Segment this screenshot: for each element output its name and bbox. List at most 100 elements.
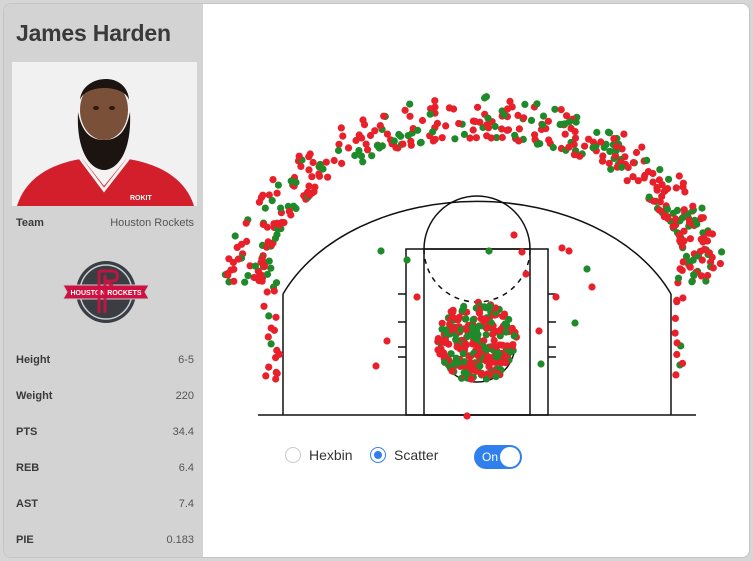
shot-dot bbox=[533, 100, 541, 108]
display-toggle[interactable]: On bbox=[474, 445, 522, 469]
shot-dot bbox=[572, 118, 580, 126]
shot-dot bbox=[262, 372, 270, 380]
shot-dot bbox=[469, 126, 477, 134]
shot-dot bbox=[472, 134, 480, 142]
shot-dot bbox=[246, 262, 254, 270]
shot-dot bbox=[445, 104, 453, 112]
shot-dot bbox=[238, 240, 246, 248]
shot-dot bbox=[399, 140, 407, 148]
shot-dot bbox=[380, 112, 388, 120]
shot-dot bbox=[527, 116, 536, 124]
shot-dot bbox=[620, 130, 628, 138]
team-logo: HOUSTON ROCKETS bbox=[61, 259, 151, 325]
shot-dot bbox=[269, 176, 277, 184]
shot-dot bbox=[270, 220, 278, 228]
shot-dot bbox=[285, 207, 293, 215]
shot-dot bbox=[515, 125, 523, 133]
shot-dot bbox=[506, 348, 514, 356]
hexbin-label[interactable]: Hexbin bbox=[309, 447, 353, 463]
shot-dot bbox=[597, 138, 605, 146]
stat-value: 220 bbox=[175, 390, 194, 402]
shot-dot bbox=[265, 191, 273, 199]
shot-dot bbox=[466, 134, 474, 142]
player-headshot-image: ROKIT bbox=[12, 62, 197, 206]
shot-dots bbox=[221, 93, 726, 420]
shot-dot bbox=[244, 272, 252, 280]
shot-dot bbox=[672, 184, 680, 192]
stat-label: PTS bbox=[16, 426, 38, 438]
shot-dot bbox=[655, 206, 663, 214]
shot-dot bbox=[502, 359, 510, 367]
shot-dot bbox=[390, 137, 398, 145]
shot-dot bbox=[604, 128, 613, 136]
shot-dot bbox=[234, 255, 242, 263]
shot-dot bbox=[688, 278, 696, 286]
shot-dot bbox=[665, 175, 673, 183]
shot-dot bbox=[563, 112, 571, 120]
shot-dot bbox=[337, 124, 345, 132]
shot-dot bbox=[416, 139, 424, 147]
shot-dot bbox=[645, 193, 653, 201]
shot-dot bbox=[686, 263, 694, 271]
shot-dot bbox=[617, 158, 625, 166]
shot-dot bbox=[599, 152, 607, 160]
scatter-radio[interactable] bbox=[370, 447, 386, 463]
shot-dot bbox=[324, 173, 332, 181]
shot-dot bbox=[581, 142, 589, 150]
shot-dot bbox=[442, 326, 450, 334]
shot-dot bbox=[607, 165, 615, 173]
shot-dot bbox=[478, 370, 486, 378]
toggle-knob bbox=[500, 447, 520, 467]
shot-dot bbox=[305, 182, 313, 190]
shot-dot bbox=[449, 306, 457, 314]
shot-dot bbox=[511, 131, 519, 139]
shot-dot bbox=[469, 316, 477, 324]
shot-dot bbox=[431, 135, 439, 143]
shot-dot bbox=[474, 352, 482, 360]
shot-dot bbox=[583, 265, 591, 273]
shot-dot bbox=[383, 130, 391, 138]
shot-dot bbox=[632, 148, 641, 157]
shot-dot bbox=[704, 271, 712, 280]
shot-dot bbox=[474, 344, 482, 352]
shot-dot bbox=[606, 147, 614, 155]
scatter-label[interactable]: Scatter bbox=[394, 447, 439, 463]
shot-dot bbox=[481, 303, 489, 311]
shot-dot bbox=[498, 125, 506, 133]
shot-dot bbox=[485, 362, 493, 370]
shot-dot bbox=[664, 185, 672, 193]
shot-dot bbox=[264, 333, 272, 341]
view-controls: Hexbin Scatter On bbox=[281, 442, 601, 470]
shot-dot bbox=[700, 245, 708, 253]
shot-dot bbox=[515, 137, 523, 145]
shot-dot bbox=[539, 112, 548, 120]
shot-dot bbox=[431, 97, 439, 105]
shot-dot bbox=[535, 327, 543, 335]
shot-dot bbox=[672, 215, 680, 223]
shot-dot bbox=[480, 337, 488, 345]
shot-dot bbox=[679, 258, 687, 266]
shot-dot bbox=[429, 128, 437, 136]
shot-dot bbox=[434, 346, 442, 354]
shot-dot bbox=[610, 135, 618, 143]
shot-dot bbox=[653, 183, 661, 192]
shot-dot bbox=[461, 315, 469, 323]
shot-dot bbox=[561, 130, 569, 138]
shot-dot bbox=[406, 112, 414, 120]
shot-dot bbox=[552, 293, 560, 301]
shot-dot bbox=[482, 331, 490, 339]
shot-dot bbox=[426, 110, 434, 118]
shot-dot bbox=[565, 143, 573, 151]
toggle-label: On bbox=[482, 450, 499, 464]
shot-dot bbox=[418, 116, 427, 125]
hexbin-radio[interactable] bbox=[285, 447, 301, 463]
shot-dot bbox=[680, 227, 688, 235]
shot-dot bbox=[364, 146, 372, 154]
shot-dot bbox=[681, 188, 689, 196]
shot-dot bbox=[460, 369, 468, 377]
shot-dot bbox=[690, 271, 698, 280]
player-sidebar: James Harden ROKIT T bbox=[4, 4, 203, 557]
shot-dot bbox=[270, 326, 278, 334]
shot-dot bbox=[267, 264, 275, 272]
shot-dot bbox=[338, 159, 346, 167]
